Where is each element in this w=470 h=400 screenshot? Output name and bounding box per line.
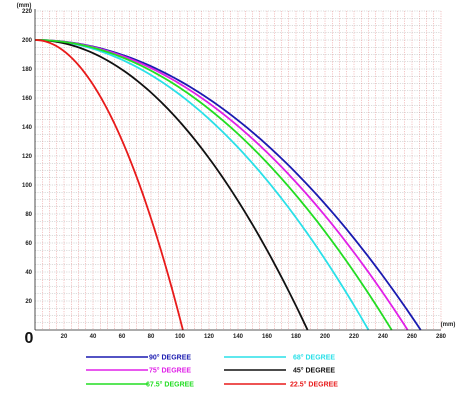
x-tick-label: 160 <box>262 334 273 340</box>
legend-label-68-degree: 68° DEGREE <box>293 354 335 362</box>
legend-label-90-degree: 90° DEGREE <box>149 354 191 362</box>
y-unit-label: (mm) <box>17 3 32 9</box>
y-tick-label: 180 <box>22 67 33 73</box>
x-tick-label: 260 <box>407 334 418 340</box>
chart-grid <box>35 10 442 330</box>
legend-label-22-5-degree: 22.5° DEGREE <box>290 381 338 389</box>
x-tick-label: 100 <box>175 334 186 340</box>
x-tick-label: 240 <box>378 334 389 340</box>
x-tick-label: 220 <box>349 334 360 340</box>
x-unit-label: (mm) <box>441 322 456 328</box>
chart-tick-labels: 20 40 60 80 100 120 140 160 180 200 220 20 40 60 80 100… <box>17 3 456 347</box>
chart-legend: 90° DEGREE 68° DEGREE 75° DEGREE 45° DEGREE… <box>86 354 338 389</box>
y-tick-label: 140 <box>22 125 33 131</box>
origin-label: 0 <box>25 330 34 347</box>
x-tick-label: 200 <box>320 334 331 340</box>
chart-axes <box>34 9 441 331</box>
y-tick-label: 100 <box>22 183 33 189</box>
legend-label-45-degree: 45° DEGREE <box>293 367 335 375</box>
y-tick-label: 80 <box>25 212 32 218</box>
y-tick-label: 120 <box>22 154 33 160</box>
y-tick-label: 200 <box>22 38 33 44</box>
x-tick-label: 280 <box>436 334 447 340</box>
x-tick-label: 40 <box>90 334 97 340</box>
legend-label-67-5-degree: 67.5° DEGREE <box>146 381 194 389</box>
y-tick-label: 20 <box>25 299 32 305</box>
y-tick-label: 220 <box>22 9 33 15</box>
y-tick-label: 40 <box>25 270 32 276</box>
y-tick-label: 60 <box>25 241 32 247</box>
x-tick-label: 120 <box>204 334 215 340</box>
series-line-22-5-degree <box>34 39 184 331</box>
x-tick-label: 80 <box>148 334 155 340</box>
series-line-45-degree <box>34 39 309 331</box>
x-tick-label: 140 <box>233 334 244 340</box>
x-tick-label: 60 <box>119 334 126 340</box>
x-tick-label: 20 <box>61 334 68 340</box>
series-line-68-degree <box>34 39 370 331</box>
series-line-67-5-degree <box>34 39 393 331</box>
x-tick-label: 180 <box>291 334 302 340</box>
chart-curves <box>34 39 422 331</box>
y-tick-label: 160 <box>22 96 33 102</box>
legend-label-75-degree: 75° DEGREE <box>149 367 191 375</box>
